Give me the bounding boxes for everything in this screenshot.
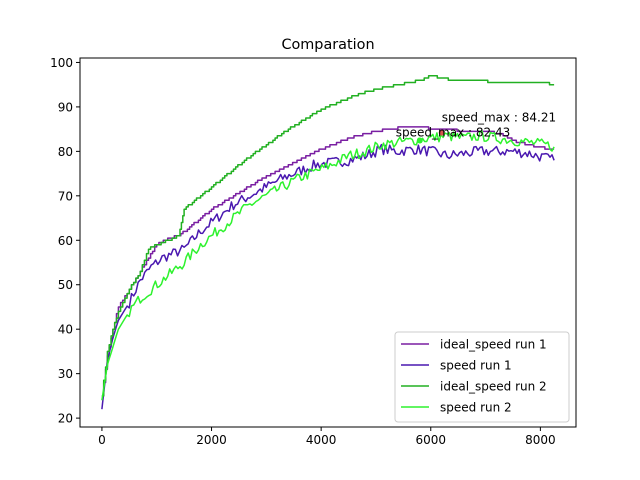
annotation-marker (438, 129, 445, 136)
series-line-3 (101, 75, 555, 397)
x-tick-label: 8000 (525, 433, 556, 447)
annotation-label: speed_max : 82.43 (396, 126, 510, 140)
series-line-1 (101, 126, 555, 397)
legend-label: ideal_speed run 1 (440, 338, 547, 352)
y-tick-label: 70 (58, 189, 73, 203)
y-axis-ticks: 20 30 40 50 60 70 80 90 100 (50, 56, 80, 426)
annotation-label: speed_max : 84.21 (442, 111, 556, 125)
y-tick-label: 90 (58, 100, 73, 114)
y-tick-label: 60 (58, 234, 73, 248)
x-tick-label: 4000 (306, 433, 337, 447)
annotation-marker (416, 137, 423, 144)
series-line-2 (101, 143, 555, 410)
x-tick-label: 2000 (196, 433, 227, 447)
legend-label: speed run 1 (440, 359, 512, 373)
y-tick-label: 30 (58, 367, 73, 381)
legend-label: speed run 2 (440, 401, 512, 415)
y-tick-label: 100 (50, 56, 73, 70)
chart-title: Comparation (281, 37, 374, 53)
y-tick-label: 80 (58, 145, 73, 159)
y-tick-label: 20 (58, 412, 73, 426)
y-tick-label: 40 (58, 323, 73, 337)
legend-box (394, 331, 570, 423)
series-layer (101, 75, 555, 410)
legend-label: ideal_speed run 2 (440, 380, 547, 394)
y-tick-label: 50 (58, 278, 73, 292)
x-tick-label: 0 (98, 433, 106, 447)
series-line-4 (101, 130, 555, 401)
x-tick-label: 6000 (415, 433, 446, 447)
legend: ideal_speed run 1 speed run 1 ideal_speed … (394, 331, 570, 423)
x-axis-ticks: 0 2000 4000 6000 8000 (98, 427, 556, 447)
plot-frame (79, 57, 577, 428)
